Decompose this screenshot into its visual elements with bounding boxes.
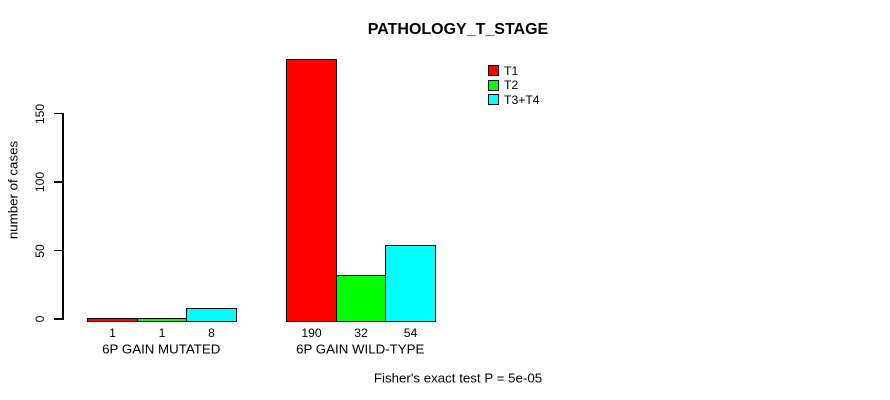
bar-value-label: 54 (403, 326, 418, 340)
bar-value-label: 32 (354, 326, 368, 340)
legend-swatch (488, 94, 499, 105)
y-axis-tick-label: 100 (33, 171, 47, 193)
legend-swatch (488, 65, 499, 76)
y-axis-line (62, 113, 64, 320)
y-axis-tick-label: 50 (33, 243, 47, 258)
bar-value-label: 1 (109, 326, 116, 340)
y-axis-tick-label: 0 (33, 315, 47, 323)
bar (136, 317, 188, 322)
legend-label: T2 (504, 78, 519, 92)
legend-label: T3+T4 (504, 92, 540, 107)
y-axis-tick (54, 112, 62, 115)
bar (286, 58, 337, 322)
legend-label: T1 (504, 63, 519, 78)
bar-value-label: 190 (301, 326, 322, 340)
y-axis-tick-label: 150 (33, 103, 47, 124)
bar-value-label: 1 (158, 326, 166, 340)
category-label: 6P GAIN MUTATED (102, 341, 221, 357)
annotation-text: Fisher's exact test P = 5e-05 (373, 370, 543, 386)
y-axis-tick (54, 181, 62, 183)
bar (186, 308, 237, 322)
legend-swatch (488, 79, 499, 91)
y-axis-tick (54, 249, 62, 252)
category-label: 6P GAIN WILD-TYPE (296, 341, 425, 357)
y-axis-tick (54, 318, 62, 320)
bar (335, 275, 387, 322)
chart-title: PATHOLOGY_T_STAGE (367, 21, 549, 38)
bar (87, 317, 138, 322)
bar-value-label: 8 (208, 326, 215, 340)
bar (385, 245, 436, 322)
